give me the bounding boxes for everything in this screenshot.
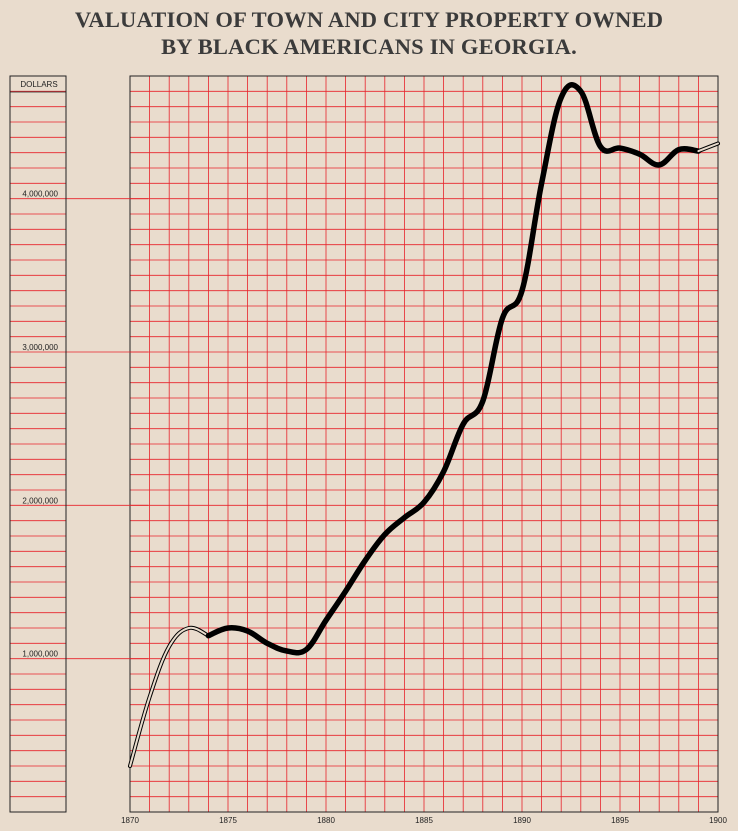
x-tick-label: 1900 — [709, 816, 727, 825]
series-inner-2 — [697, 142, 719, 153]
x-tick-label: 1885 — [415, 816, 433, 825]
x-tick-label: 1870 — [121, 816, 139, 825]
x-tick-label: 1895 — [611, 816, 629, 825]
x-tick-label: 1880 — [317, 816, 335, 825]
series-inner-0 — [129, 626, 210, 767]
chart-title: VALUATION OF TOWN AND CITY PROPERTY OWNE… — [0, 6, 738, 60]
x-tick-label: 1875 — [219, 816, 237, 825]
chart-title-line-2: BY BLACK AMERICANS IN GEORGIA. — [161, 34, 577, 59]
y-axis-panel: DOLLARS — [9, 75, 148, 813]
y-tick-labels: 1,000,000 2,000,000 3,000,000 4,000,000 — [22, 190, 58, 659]
chart-title-line-1: VALUATION OF TOWN AND CITY PROPERTY OWNE… — [74, 7, 664, 32]
plot-frame — [129, 75, 719, 813]
x-tick-label: 1890 — [513, 816, 531, 825]
y-tick-label: 2,000,000 — [22, 496, 58, 505]
y-tick-label: 3,000,000 — [22, 343, 58, 352]
data-lines — [128, 82, 720, 768]
y-axis-box — [9, 75, 67, 813]
series-line-1 — [205, 82, 702, 656]
y-tick-label: 1,000,000 — [22, 650, 58, 659]
chart-grid — [129, 75, 719, 813]
y-tick-label: 4,000,000 — [22, 190, 58, 199]
x-tick-labels: 1870 1875 1880 1885 1890 1895 1900 — [121, 816, 727, 825]
y-axis-label: DOLLARS — [20, 80, 57, 89]
